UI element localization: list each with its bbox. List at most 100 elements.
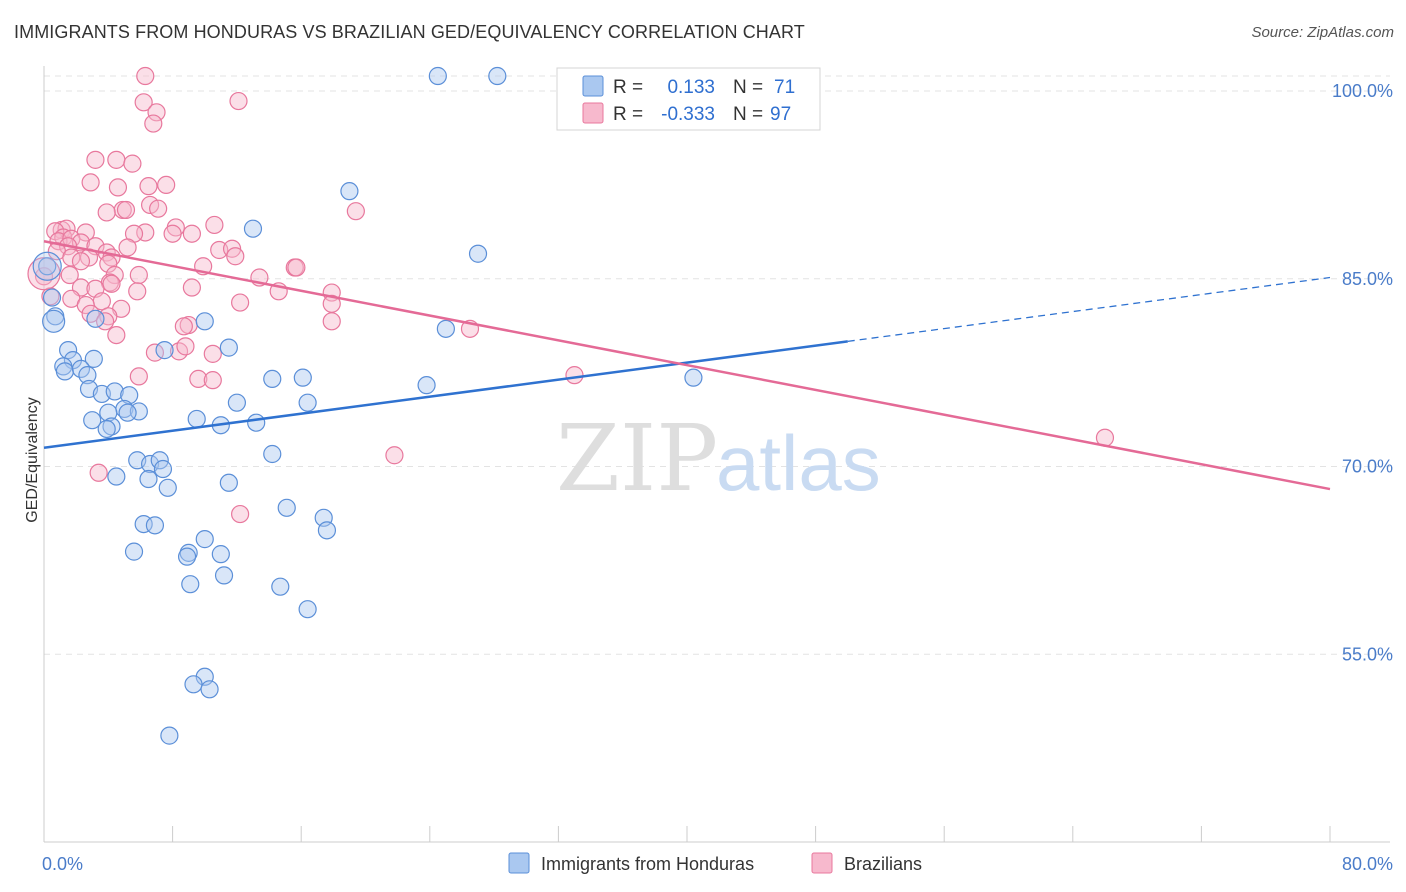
brazilians-point-2 [134,93,153,112]
brazilians-point-71 [322,312,341,331]
honduras-point-54 [195,530,214,549]
honduras-point-38 [102,417,121,436]
x-tick-label-0: 0.0% [42,854,83,874]
brazilians-point-26 [163,224,182,243]
honduras-point-2 [340,182,359,201]
brazilians-point-6 [107,150,126,169]
brazilians-point-1 [229,91,248,111]
brazilians-point-63 [231,293,250,312]
brazilians-point-84 [89,463,108,482]
honduras-point-35 [187,409,206,429]
legend-r-label-brazilians: R = [613,104,643,125]
brazilians-point-11 [157,175,176,195]
honduras-point-4 [468,244,488,263]
series-legend-label-honduras: Immigrants from Honduras [541,854,754,874]
honduras-point-11 [219,338,238,357]
honduras-point-19 [78,366,97,385]
legend-n-label-brazilians: N = [733,104,763,125]
honduras-trend-line [43,340,848,449]
brazilians-point-9 [108,178,128,197]
honduras-point-33 [118,403,137,422]
legend-swatch-honduras [582,75,604,97]
honduras-point-59 [214,566,234,585]
chart-source: Source: ZipAtlas.com [1251,24,1394,41]
brazilians-point-5 [86,150,105,169]
grid-lines [44,75,1390,655]
honduras-point-8 [86,309,105,328]
honduras-point-48 [219,473,238,492]
brazilians-point-27 [182,224,201,243]
brazilians-point-78 [203,344,222,363]
honduras-point-23 [417,376,436,395]
honduras-trend-extension [847,276,1331,342]
brazilians-point-3 [147,103,166,122]
honduras-point-22 [684,368,703,387]
honduras-point-15 [84,349,103,368]
brazilians-point-73 [174,317,193,336]
brazilians-point-14 [116,200,136,220]
legend-swatch-brazilians [582,102,604,124]
honduras-point-medium [42,309,66,333]
honduras-point-6 [42,288,62,307]
y-tick-label-0: 55.0% [1342,644,1393,664]
brazilians-point-15 [149,199,168,218]
brazilians-point-75 [107,325,126,345]
honduras-point-53 [145,516,165,535]
honduras-points [32,66,703,745]
honduras-point-44 [263,444,282,464]
honduras-point-26 [105,382,124,401]
honduras-point-65 [200,680,219,699]
brazilians-point-16 [346,202,365,221]
brazilians-point-35 [210,240,229,260]
brazilians-point-10 [139,177,158,196]
watermark-atlas: atlas [716,419,881,507]
brazilians-point-66 [76,295,95,315]
brazilians-point-39 [62,248,81,267]
brazilians-trend-line [43,239,1331,491]
honduras-point-34 [83,411,102,430]
honduras-point-0 [428,66,447,86]
honduras-point-58 [177,547,197,566]
brazilians-point-68 [81,304,100,323]
honduras-point-30 [227,393,246,412]
honduras-point-10 [436,319,455,338]
honduras-point-13 [59,341,78,360]
honduras-point-49 [277,498,296,517]
brazilians-point-85 [231,504,250,524]
trend-lines [43,239,1331,491]
legend-n-label-honduras: N = [733,77,763,98]
brazilians-point-0 [136,66,155,86]
honduras-point-43 [153,459,173,479]
brazilians-point-18 [205,215,224,235]
legend-n-value-brazilians: 97 [770,104,791,125]
honduras-point-large [32,251,62,281]
chart-title: IMMIGRANTS FROM HONDURAS VS BRAZILIAN GE… [14,22,805,42]
honduras-point-64 [184,675,203,694]
honduras-point-57 [211,545,230,564]
brazilians-point-44 [99,254,118,273]
brazilians-point-54 [102,274,121,293]
brazilians-point-51 [129,265,148,285]
honduras-point-39 [97,419,116,439]
series-legend-label-brazilians: Brazilians [844,854,922,874]
honduras-point-55 [124,542,144,561]
honduras-point-47 [158,478,177,497]
legend-n-value-honduras: 71 [774,77,795,98]
y-axis-label: GED/Equivalency [24,397,41,522]
series-legend-swatch-brazilians [811,852,833,874]
legend-r-value-brazilians: -0.333 [661,104,715,125]
honduras-point-45 [107,467,126,486]
honduras-point-1 [488,66,507,86]
brazilians-point-7 [123,154,142,173]
brazilians-point-79 [129,367,148,386]
brazilians-point-8 [81,173,100,192]
x-tick-label-1: 80.0% [1342,854,1393,874]
honduras-point-61 [271,577,290,596]
honduras-point-66 [160,726,179,745]
honduras-point-51 [317,521,337,540]
brazilians-point-4 [144,114,163,133]
y-tick-label-1: 70.0% [1342,457,1393,477]
y-tick-label-3: 100.0% [1332,81,1393,101]
legend-r-label-honduras: R = [613,77,643,98]
